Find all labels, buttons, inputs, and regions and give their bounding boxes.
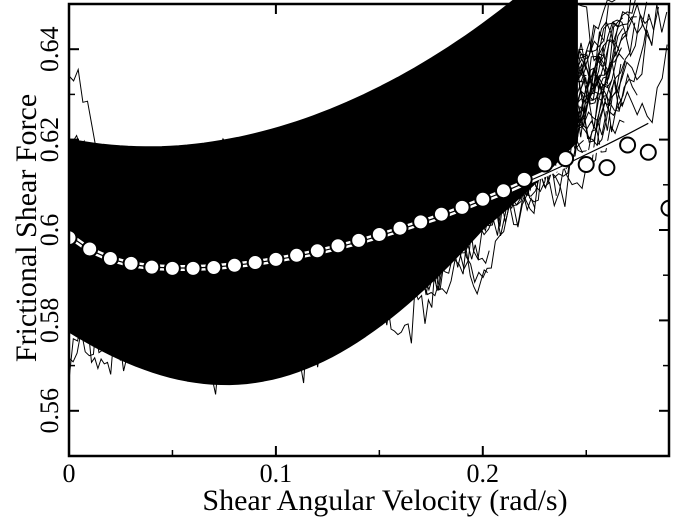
axis-ticks <box>68 3 669 456</box>
data-point <box>557 150 575 168</box>
data-point <box>412 213 430 231</box>
x-tick-label: 0 <box>63 459 76 488</box>
data-point <box>122 254 140 272</box>
data-marks <box>69 120 669 277</box>
x-tick-label: 0.2 <box>467 459 500 488</box>
data-point <box>474 190 492 208</box>
data-point <box>81 240 99 258</box>
data-point <box>184 259 202 277</box>
data-point <box>619 136 637 154</box>
data-point <box>350 231 368 249</box>
data-point <box>432 205 450 223</box>
data-point <box>246 254 264 271</box>
tick-labels: 0 0.1 0.2 0.56 0.58 0.6 0.62 0.64 <box>35 26 499 488</box>
data-point <box>163 259 181 277</box>
data-point <box>288 246 306 264</box>
data-point <box>267 250 285 268</box>
y-tick-label: 0.56 <box>35 388 64 434</box>
data-point <box>308 242 326 260</box>
data-point <box>226 256 243 274</box>
data-point <box>391 219 409 237</box>
y-tick-label: 0.62 <box>35 117 64 163</box>
data-point <box>495 182 512 200</box>
x-tick-label: 0.1 <box>260 459 293 488</box>
background-traces <box>69 0 668 395</box>
data-point <box>536 155 554 173</box>
data-point <box>660 199 669 217</box>
data-point <box>329 237 347 255</box>
y-tick-label: 0.64 <box>35 26 64 71</box>
data-point <box>577 156 595 173</box>
data-point <box>598 159 616 177</box>
y-tick-label: 0.58 <box>35 298 64 344</box>
data-point <box>143 258 161 276</box>
data-point <box>205 259 223 276</box>
data-point <box>515 170 533 188</box>
data-point <box>370 226 388 243</box>
data-point <box>101 250 119 267</box>
y-axis-title: Frictional Shear Force <box>10 94 43 362</box>
data-point <box>69 229 78 247</box>
dense-trace-mass <box>69 0 578 386</box>
data-point <box>639 143 657 161</box>
y-tick-label: 0.6 <box>35 214 64 247</box>
data-point <box>453 198 471 216</box>
x-axis-title: Shear Angular Velocity (rad/s) <box>202 484 567 517</box>
